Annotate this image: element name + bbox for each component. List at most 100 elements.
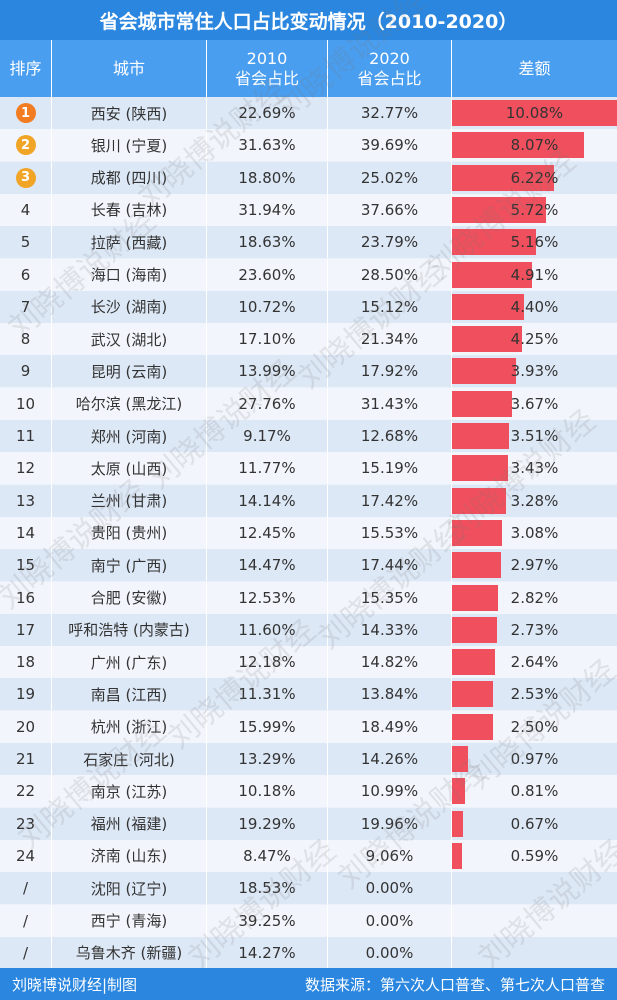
rank-cell: 12: [0, 452, 52, 485]
value-2010-cell: 12.18%: [207, 646, 328, 679]
value-2010-cell: 10.18%: [207, 775, 328, 808]
diff-label: 8.07%: [510, 136, 559, 155]
diff-label: 5.16%: [510, 233, 559, 252]
diff-bar: [452, 519, 502, 546]
value-2010-cell: 39.25%: [207, 904, 328, 937]
city-cell: 长沙 (湖南): [52, 290, 207, 323]
value-2010-cell: 18.53%: [207, 872, 328, 905]
value-2010-cell: 14.47%: [207, 549, 328, 582]
value-2020-cell: 17.42%: [328, 484, 452, 517]
value-2020-cell: 0.00%: [328, 936, 452, 969]
header-rank: 排序: [0, 40, 52, 97]
diff-label: [452, 905, 617, 937]
city-cell: 杭州 (浙江): [52, 710, 207, 743]
value-2020-cell: 15.12%: [328, 290, 452, 323]
diff-bar: [452, 746, 468, 772]
value-2010-cell: 12.53%: [207, 581, 328, 614]
city-cell: 拉萨 (西藏): [52, 226, 207, 259]
table-row: 11 郑州 (河南) 9.17% 12.68% 3.51%: [0, 420, 617, 452]
diff-label: 6.22%: [510, 168, 559, 187]
value-2020-cell: 14.33%: [328, 613, 452, 646]
rank-cell: 23: [0, 807, 52, 840]
rank-cell: /: [0, 904, 52, 937]
table-row: 21 石家庄 (河北) 13.29% 14.26% 0.97%: [0, 743, 617, 775]
city-cell: 乌鲁木齐 (新疆): [52, 936, 207, 969]
diff-label: 2.82%: [510, 588, 559, 607]
value-2020-cell: 32.77%: [328, 97, 452, 129]
rank-cell: 10: [0, 387, 52, 420]
value-2020-cell: 12.68%: [328, 420, 452, 452]
city-cell: 南宁 (广西): [52, 549, 207, 582]
city-cell: 呼和浩特 (内蒙古): [52, 613, 207, 646]
value-2010-cell: 31.63%: [207, 129, 328, 162]
diff-bar: [452, 261, 532, 288]
header-2020-label: 省会占比: [357, 68, 422, 88]
value-2010-cell: 31.94%: [207, 193, 328, 226]
rank-cell: 20: [0, 710, 52, 743]
rank-cell: 21: [0, 743, 52, 775]
table-row: 3 成都 (四川) 18.80% 25.02% 6.22%: [0, 161, 617, 194]
table-row: 9 昆明 (云南) 13.99% 17.92% 3.93%: [0, 355, 617, 388]
table-row: 8 武汉 (湖北) 17.10% 21.34% 4.25%: [0, 323, 617, 356]
table-row: 19 南昌 (江西) 11.31% 13.84% 2.53%: [0, 678, 617, 711]
value-2020-cell: 0.00%: [328, 872, 452, 905]
value-2010-cell: 13.99%: [207, 355, 328, 388]
rank-cell: 3: [0, 161, 52, 194]
value-2010-cell: 14.14%: [207, 484, 328, 517]
table-row: 5 拉萨 (西藏) 18.63% 23.79% 5.16%: [0, 226, 617, 259]
value-2010-cell: 11.31%: [207, 678, 328, 711]
table-row: 10 哈尔滨 (黑龙江) 27.76% 31.43% 3.67%: [0, 387, 617, 420]
value-2010-cell: 12.45%: [207, 516, 328, 549]
city-cell: 石家庄 (河北): [52, 743, 207, 775]
rank-cell: 6: [0, 258, 52, 291]
header-diff: 差额: [452, 40, 617, 97]
city-cell: 太原 (山西): [52, 452, 207, 485]
rank-cell: 18: [0, 646, 52, 679]
value-2020-cell: 14.82%: [328, 646, 452, 679]
rank-cell: 7: [0, 290, 52, 323]
table-row: 15 南宁 (广西) 14.47% 17.44% 2.97%: [0, 549, 617, 582]
footer-source: 数据来源：第六次人口普查、第七次人口普查: [304, 975, 605, 994]
rank-cell: 19: [0, 678, 52, 711]
diff-bar: [452, 196, 546, 223]
diff-label: 2.97%: [510, 556, 559, 575]
table-header: 排序 城市 2010 省会占比 2020 省会占比 差额: [0, 40, 617, 97]
value-2010-cell: 18.63%: [207, 226, 328, 259]
value-2010-cell: 11.77%: [207, 452, 328, 485]
header-city: 城市: [52, 40, 207, 97]
city-cell: 沈阳 (辽宁): [52, 872, 207, 905]
value-2010-cell: 22.69%: [207, 97, 328, 129]
city-cell: 郑州 (河南): [52, 420, 207, 452]
diff-bar: [452, 681, 493, 708]
value-2020-cell: 18.49%: [328, 710, 452, 743]
city-cell: 贵阳 (贵州): [52, 516, 207, 549]
rank-cell: 5: [0, 226, 52, 259]
diff-bar: [452, 164, 554, 191]
diff-label: 4.25%: [510, 330, 559, 349]
value-2020-cell: 19.96%: [328, 807, 452, 840]
diff-label: 3.67%: [510, 394, 559, 413]
rank-cell: 4: [0, 193, 52, 226]
rank-cell: 16: [0, 581, 52, 614]
value-2020-cell: 13.84%: [328, 678, 452, 711]
rank-cell: 9: [0, 355, 52, 388]
rank-cell: /: [0, 872, 52, 905]
rank-cell: 17: [0, 613, 52, 646]
value-2010-cell: 23.60%: [207, 258, 328, 291]
diff-bar: [452, 100, 617, 126]
value-2010-cell: 15.99%: [207, 710, 328, 743]
value-2010-cell: 18.80%: [207, 161, 328, 194]
value-2020-cell: 14.26%: [328, 743, 452, 775]
table-row: 1 西安 (陕西) 22.69% 32.77% 10.08%: [0, 97, 617, 129]
value-2020-cell: 28.50%: [328, 258, 452, 291]
diff-label: 3.28%: [510, 491, 559, 510]
diff-label: 0.59%: [510, 846, 559, 865]
diff-label: 2.50%: [510, 717, 559, 736]
city-cell: 西安 (陕西): [52, 97, 207, 129]
rank-cell: 14: [0, 516, 52, 549]
city-cell: 兰州 (甘肃): [52, 484, 207, 517]
table-row: 6 海口 (海南) 23.60% 28.50% 4.91%: [0, 258, 617, 291]
value-2010-cell: 17.10%: [207, 323, 328, 356]
value-2020-cell: 10.99%: [328, 775, 452, 808]
